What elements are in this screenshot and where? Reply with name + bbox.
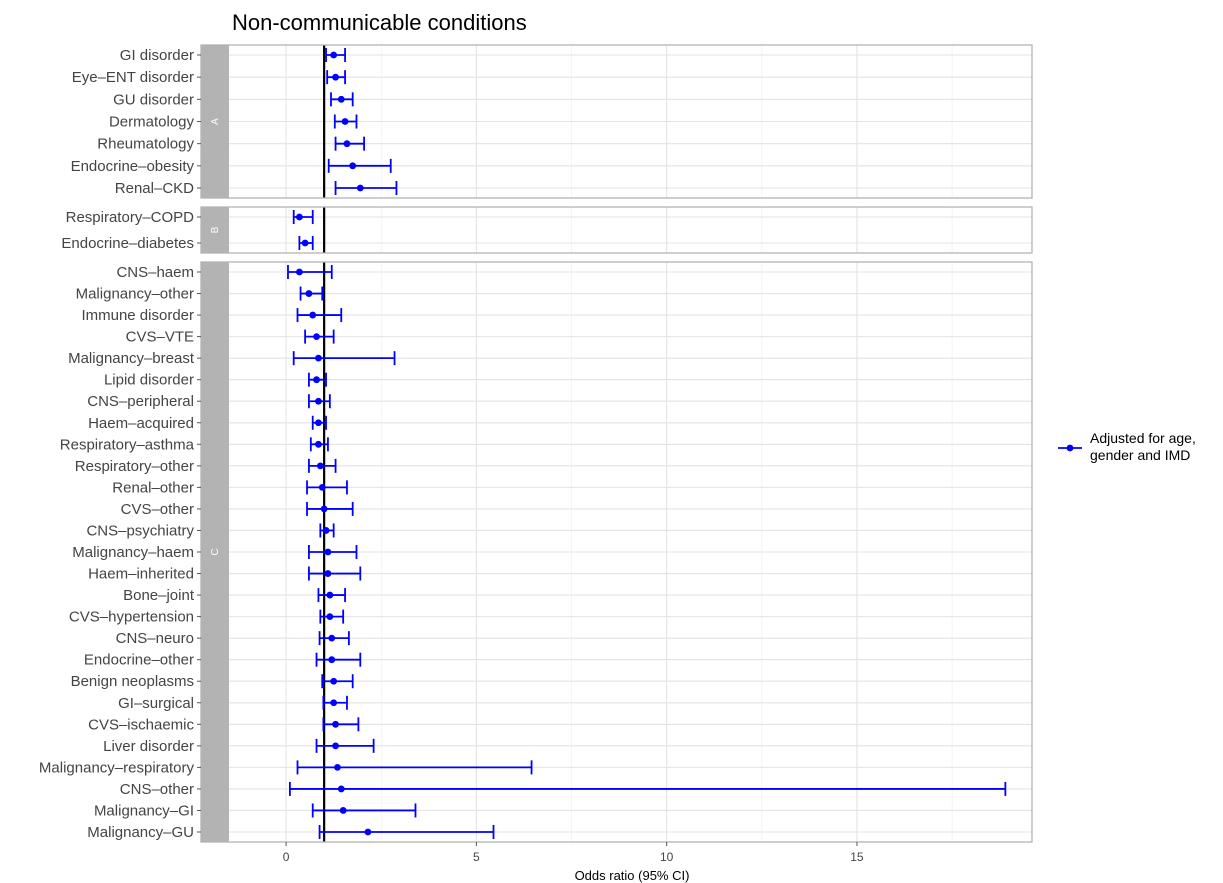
x-axis: 0 5 10 15	[283, 842, 864, 864]
data-point	[324, 570, 332, 577]
category-label: CNS–haem	[116, 264, 194, 281]
category-label: Malignancy–GU	[87, 824, 194, 841]
data-point	[337, 785, 345, 793]
data-point	[315, 440, 322, 448]
data-point	[313, 333, 320, 341]
panel-C: C CNS–haem Malignancy–other Immune disorder…	[39, 261, 1033, 843]
category-label: Dermatology	[109, 114, 195, 131]
legend-key-point	[1066, 444, 1074, 452]
category-label: Lipid disorder	[104, 372, 194, 389]
category-label: Respiratory–asthma	[60, 436, 195, 453]
category-label: Immune disorder	[81, 307, 194, 324]
legend-label: gender and IMD	[1090, 447, 1190, 463]
data-point	[334, 763, 341, 771]
panel-strip-label: C	[210, 548, 221, 555]
data-point	[337, 95, 345, 103]
data-point	[326, 591, 334, 599]
category-label: Malignancy–haem	[72, 544, 194, 561]
panel-A: A GI disorder Eye–ENT disorder GU disorder D…	[71, 44, 1033, 199]
category-label: Endocrine–other	[84, 652, 194, 669]
data-point	[296, 268, 303, 276]
panels: A GI disorder Eye–ENT disorder GU disorder D…	[39, 44, 1033, 843]
panel-strip-label: B	[210, 226, 221, 233]
x-tick-label: 0	[283, 850, 290, 864]
data-point	[332, 720, 339, 728]
panel-B: B Respiratory–COPD Endocrine–diabetes	[61, 206, 1033, 254]
category-label: Respiratory–other	[75, 458, 194, 475]
data-point	[309, 311, 317, 319]
data-point	[341, 118, 349, 125]
data-point	[313, 376, 320, 384]
category-label: CNS–peripheral	[87, 393, 194, 410]
category-label: Benign neoplasms	[71, 673, 194, 690]
category-label: Malignancy–respiratory	[39, 759, 195, 776]
category-label: Renal–other	[112, 479, 194, 496]
category-label: CNS–psychiatry	[86, 522, 194, 539]
data-point	[324, 548, 332, 556]
category-label: Renal–CKD	[115, 180, 194, 197]
category-label: Bone–joint	[123, 587, 195, 604]
category-label: Malignancy–other	[76, 286, 194, 303]
chart-title: Non-communicable conditions	[232, 10, 527, 35]
category-label: GI–surgical	[118, 695, 194, 712]
data-point	[326, 613, 334, 621]
category-label: Eye–ENT disorder	[72, 69, 194, 86]
data-point	[296, 213, 303, 221]
data-point	[343, 140, 351, 148]
data-point	[328, 634, 336, 642]
category-label: CVS–VTE	[126, 329, 194, 346]
panel-border	[200, 206, 1033, 254]
category-label: Liver disorder	[103, 738, 194, 755]
category-label: CVS–ischaemic	[88, 716, 194, 733]
data-point	[305, 290, 313, 297]
category-label: GI disorder	[120, 47, 194, 64]
category-label: CNS–neuro	[116, 630, 194, 647]
data-point	[332, 742, 339, 750]
category-label: CNS–other	[120, 781, 194, 798]
data-point	[356, 184, 364, 192]
data-point	[364, 828, 372, 836]
category-label: CVS–other	[121, 501, 194, 518]
data-point	[315, 354, 322, 362]
panel-strip	[201, 262, 229, 842]
data-point	[315, 397, 322, 405]
panel-background	[229, 207, 1032, 253]
category-label: Endocrine–obesity	[71, 158, 195, 175]
legend: Adjusted for age,gender and IMD	[1058, 430, 1196, 463]
data-point	[330, 699, 338, 707]
panel-strip	[201, 207, 229, 253]
legend-label: Adjusted for age,	[1090, 430, 1196, 446]
category-label: Haem–inherited	[88, 566, 194, 583]
category-label: Respiratory–COPD	[66, 209, 195, 226]
category-label: Endocrine–diabetes	[61, 235, 194, 252]
panel-strip-label: A	[210, 118, 221, 125]
x-tick-label: 10	[660, 850, 674, 864]
data-point	[316, 462, 324, 470]
data-point	[301, 239, 309, 247]
data-point	[315, 419, 322, 427]
x-axis-label: Odds ratio (95% CI)	[575, 868, 690, 883]
panel-strip	[201, 45, 229, 198]
data-point	[339, 807, 347, 814]
data-point	[330, 51, 338, 59]
category-label: GU disorder	[113, 91, 194, 108]
data-point	[332, 73, 339, 81]
x-tick-label: 5	[473, 850, 480, 864]
category-label: Haem–acquired	[88, 415, 194, 432]
x-tick-label: 15	[850, 850, 864, 864]
category-label: Malignancy–GI	[94, 802, 194, 819]
data-point	[328, 656, 336, 664]
data-point	[320, 505, 328, 513]
category-label: CVS–hypertension	[69, 609, 194, 626]
category-label: Rheumatology	[97, 136, 194, 153]
data-point	[322, 527, 330, 534]
data-point	[318, 483, 326, 491]
data-point	[330, 677, 338, 685]
data-point	[349, 162, 357, 170]
category-label: Malignancy–breast	[68, 350, 195, 367]
